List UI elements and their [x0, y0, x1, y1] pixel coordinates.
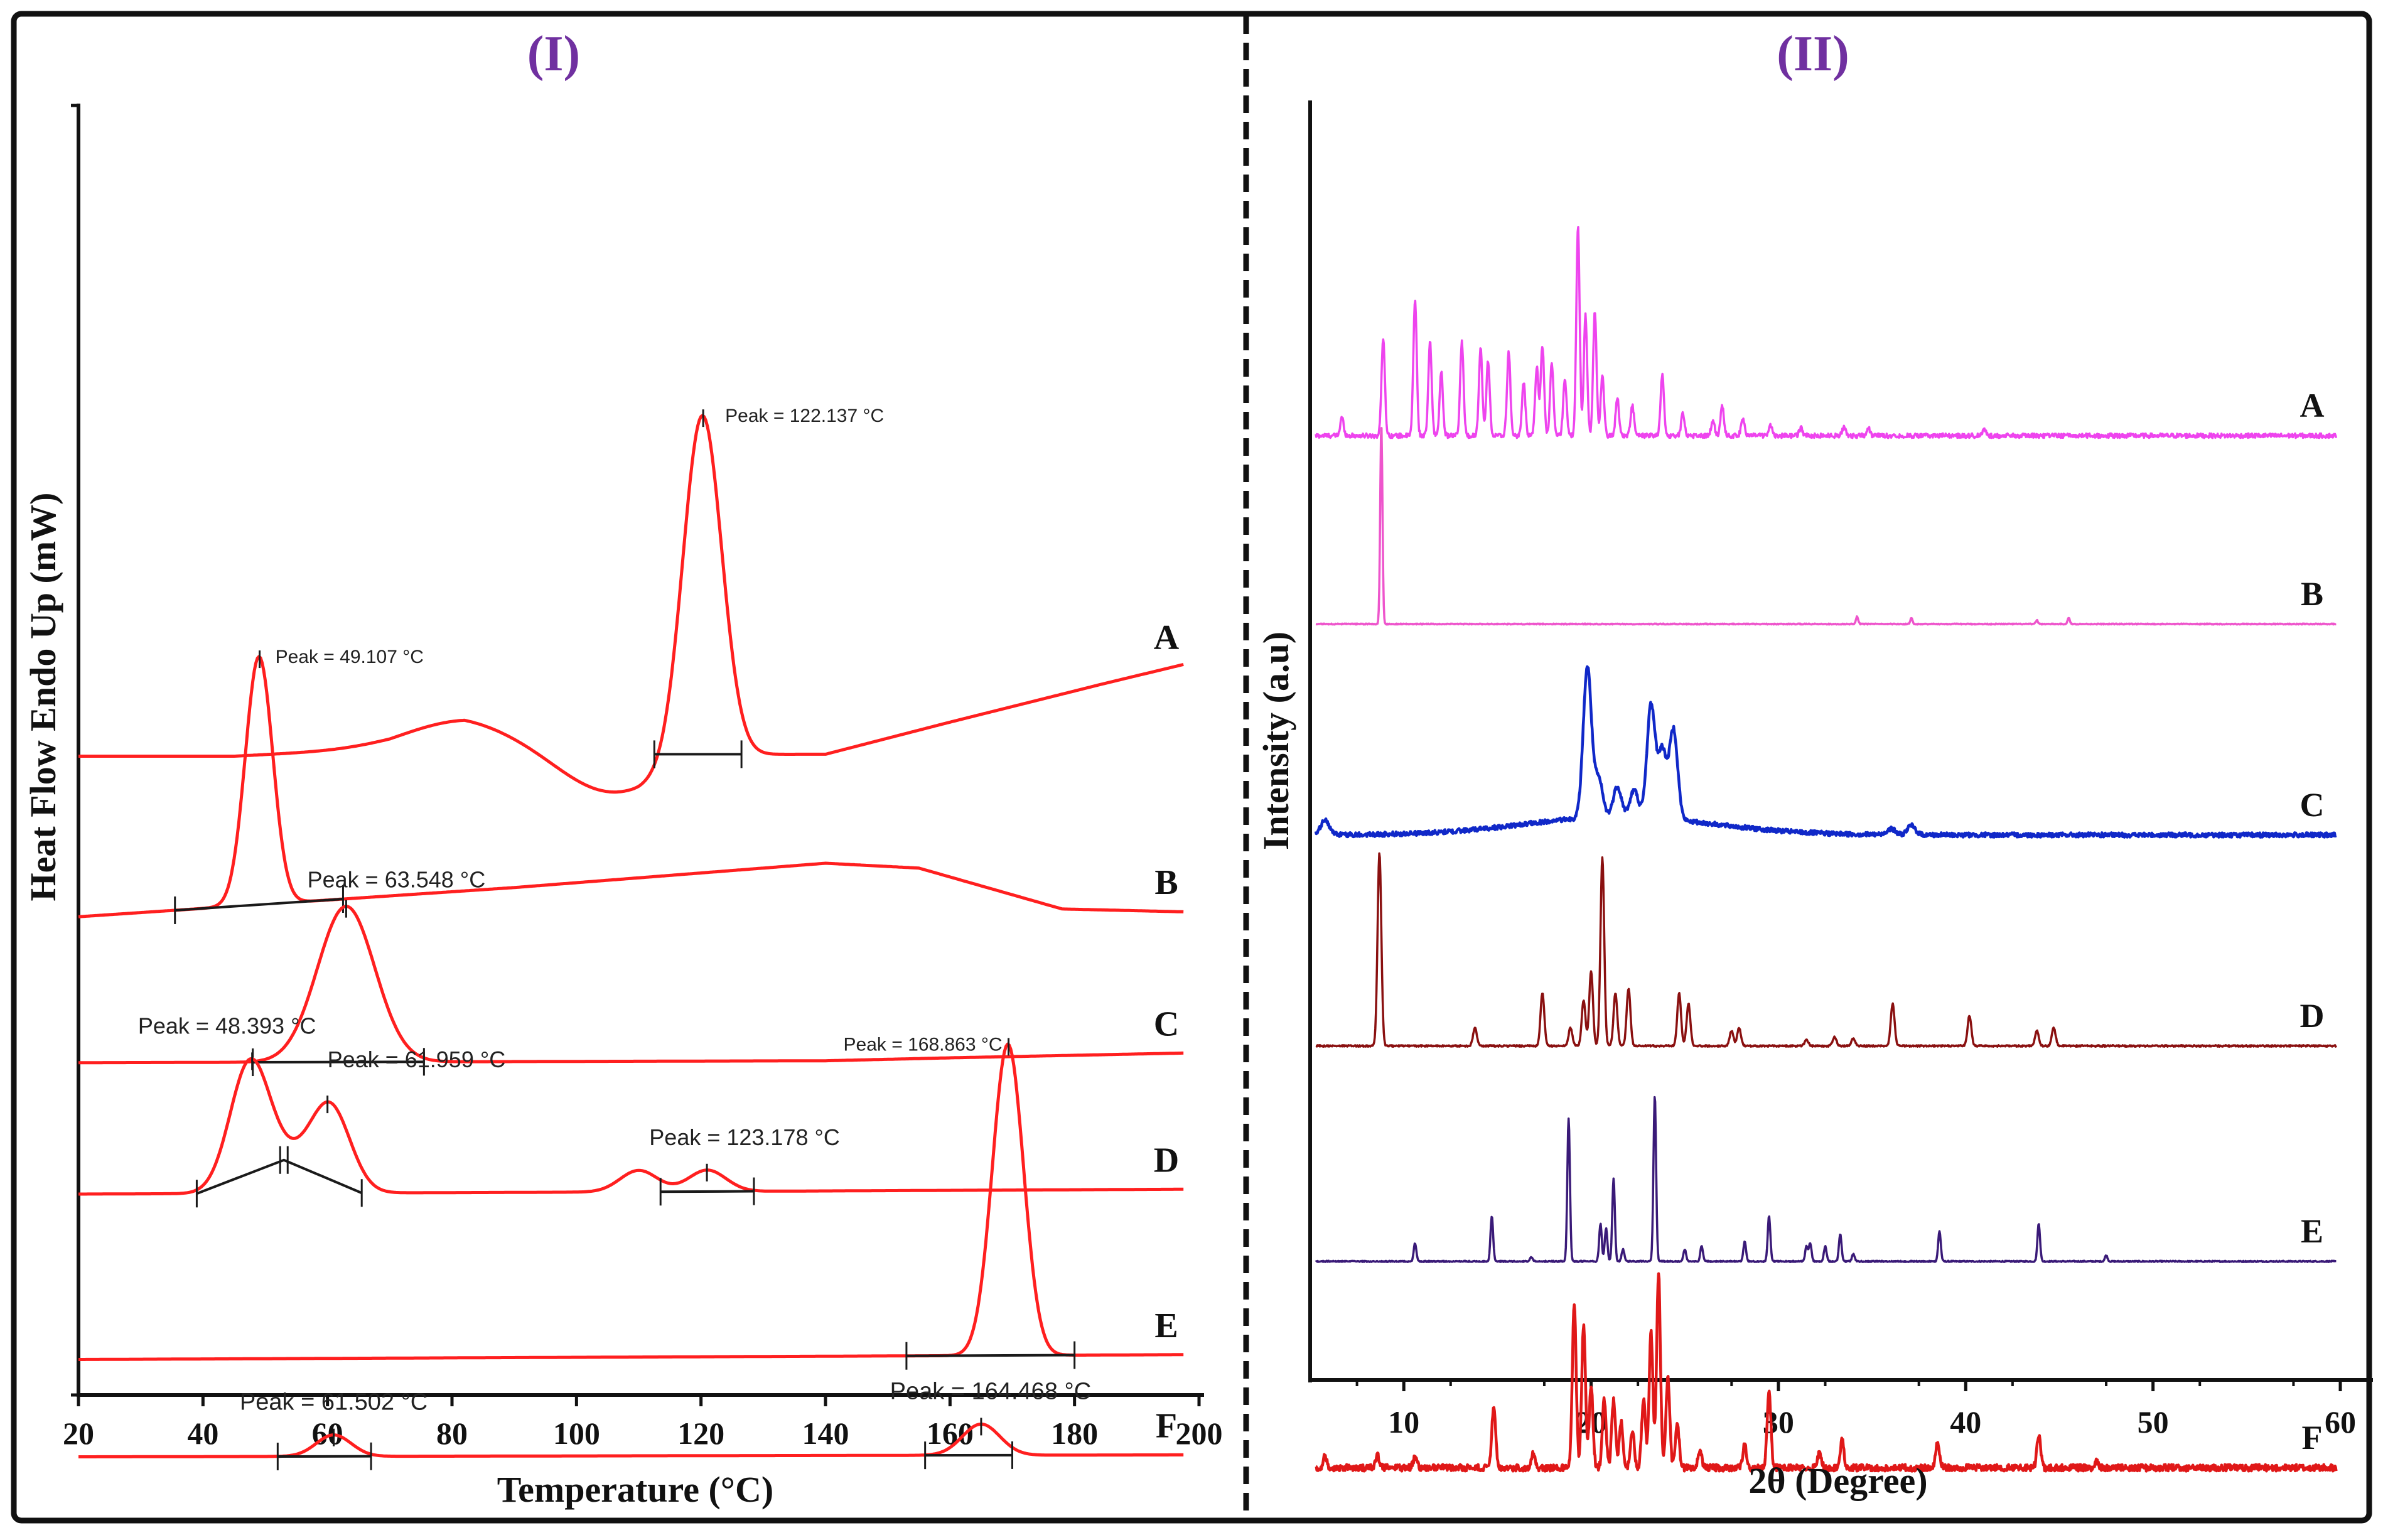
dsc-peak-label: Peak = 122.137 °C: [725, 406, 884, 426]
xrd-pattern-D: [1316, 853, 2336, 1047]
xrd-x-tick-label: 40: [1950, 1404, 1981, 1440]
xrd-pattern-B: [1316, 428, 2336, 625]
dsc-peak-label: Peak = 168.863 °C: [844, 1034, 1003, 1055]
dsc-curve-D: [78, 1058, 1183, 1194]
dsc-baseline-B: [175, 899, 343, 910]
xrd-series-label-A: A: [2300, 387, 2325, 424]
dsc-x-tick-label: 100: [553, 1416, 600, 1451]
dsc-baseline-E: [906, 1355, 1075, 1356]
dsc-peak-label: Peak = 48.393 °C: [138, 1013, 316, 1038]
dsc-curve-F: [78, 1424, 1183, 1457]
dsc-series-label-E: E: [1154, 1306, 1178, 1345]
xrd-x-tick-label: 50: [2138, 1404, 2169, 1440]
dsc-peak-label: Peak = 49.107 °C: [276, 647, 424, 667]
xrd-y-axis-label: Intensity (a.u): [1256, 632, 1296, 850]
dsc-y-axis-label: Heat Flow Endo Up (mW): [23, 493, 63, 902]
xrd-series-label-E: E: [2301, 1212, 2323, 1250]
xrd-panel-title: (II): [1777, 26, 1849, 82]
dsc-x-tick-label: 60: [312, 1416, 343, 1451]
xrd-series-label-B: B: [2301, 575, 2323, 613]
dsc-series-label-B: B: [1154, 863, 1178, 902]
dsc-peak-label: Peak = 61.502 °C: [240, 1389, 428, 1416]
xrd-x-tick-label: 60: [2325, 1404, 2356, 1440]
xrd-x-tick-label: 10: [1388, 1404, 1419, 1440]
dsc-x-tick-label: 40: [187, 1416, 218, 1451]
xrd-pattern-E: [1316, 1097, 2336, 1263]
xrd-pattern-A: [1316, 227, 2336, 438]
dsc-peak-label: Peak = 164.468 °C: [890, 1378, 1091, 1404]
dsc-x-tick-label: 180: [1051, 1416, 1098, 1451]
dsc-series-label-A: A: [1154, 618, 1180, 657]
dsc-peak-label: Peak = 63.548 °C: [308, 867, 486, 893]
xrd-pattern-F: [1316, 1274, 2336, 1472]
dsc-x-tick-label: 80: [436, 1416, 468, 1451]
dsc-peak-label: Peak = 123.178 °C: [649, 1124, 840, 1150]
xrd-pattern-C: [1316, 667, 2336, 837]
xrd-axes: [1310, 100, 2373, 1382]
dsc-series-label-F: F: [1156, 1406, 1177, 1445]
dsc-curve-C: [78, 907, 1183, 1063]
dsc-series-label-D: D: [1154, 1141, 1179, 1180]
dsc-x-tick-label: 200: [1176, 1416, 1223, 1451]
dsc-x-tick-label: 120: [677, 1416, 724, 1451]
xrd-series-label-D: D: [2300, 997, 2325, 1035]
outer-frame: [14, 14, 2369, 1521]
xrd-x-axis-label: 2θ (Degree): [1748, 1460, 1927, 1501]
dsc-curve-E: [78, 1044, 1183, 1359]
xrd-series-label-F: F: [2302, 1419, 2323, 1457]
dsc-x-tick-label: 20: [63, 1416, 94, 1451]
dsc-plot-area: Peak = 122.137 °C A Peak = 49.107 °C B Peak …: [78, 406, 1183, 1470]
xrd-plot-area: A B C D E F: [1316, 227, 2336, 1472]
dsc-x-tick-label: 140: [802, 1416, 849, 1451]
dsc-curve-A: [78, 416, 1183, 792]
dsc-curve-B: [78, 657, 1183, 917]
dsc-series-label-C: C: [1154, 1005, 1179, 1044]
dsc-panel-title: (I): [527, 26, 580, 82]
dsc-axes: [71, 104, 1204, 1397]
xrd-series-label-C: C: [2300, 786, 2325, 824]
dsc-x-axis-label: Temperature (°C): [497, 1469, 773, 1510]
dsc-peak-label: Peak = 61.959 °C: [328, 1047, 506, 1072]
